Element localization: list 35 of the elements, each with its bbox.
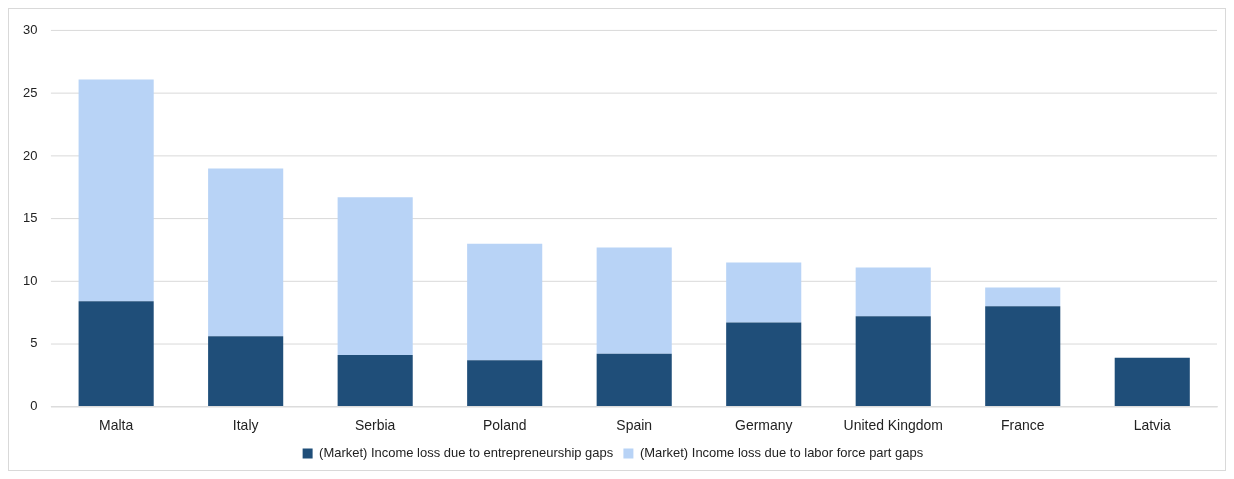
bar xyxy=(1114,357,1190,406)
bar xyxy=(596,247,672,354)
bar xyxy=(726,262,802,323)
bar xyxy=(467,243,543,361)
x-tick-label: Germany xyxy=(735,416,793,433)
bar xyxy=(855,316,931,406)
x-tick-label: Serbia xyxy=(355,416,396,433)
bar xyxy=(337,197,413,356)
bar xyxy=(208,168,284,337)
bar xyxy=(208,336,284,406)
bar xyxy=(78,79,154,302)
x-tick-label: United Kingdom xyxy=(843,416,943,433)
legend-label: (Market) Income loss due to entrepreneurship gaps xyxy=(319,445,614,461)
y-tick-label: 20 xyxy=(22,147,38,163)
bar xyxy=(985,287,1061,307)
x-tick-label: Latvia xyxy=(1133,416,1172,433)
y-tick-label: 30 xyxy=(22,22,38,38)
y-tick-label: 0 xyxy=(30,398,38,414)
x-tick-label: Malta xyxy=(99,416,134,433)
x-tick-label: Spain xyxy=(616,416,653,433)
bar xyxy=(337,355,413,406)
x-tick-label: Poland xyxy=(482,416,527,433)
bar xyxy=(467,360,543,406)
y-tick-label: 10 xyxy=(22,272,38,288)
x-tick-label: Italy xyxy=(232,416,259,433)
legend-label: (Market) Income loss due to labor force part gaps xyxy=(639,445,924,461)
bar xyxy=(855,267,931,317)
y-tick-label: 15 xyxy=(22,210,38,226)
y-tick-label: 25 xyxy=(22,84,38,100)
bar xyxy=(985,306,1061,406)
bar xyxy=(726,322,802,406)
y-tick-label: 5 xyxy=(30,335,38,351)
bar xyxy=(596,353,672,406)
x-tick-label: France xyxy=(1001,416,1045,433)
bar xyxy=(78,301,154,406)
